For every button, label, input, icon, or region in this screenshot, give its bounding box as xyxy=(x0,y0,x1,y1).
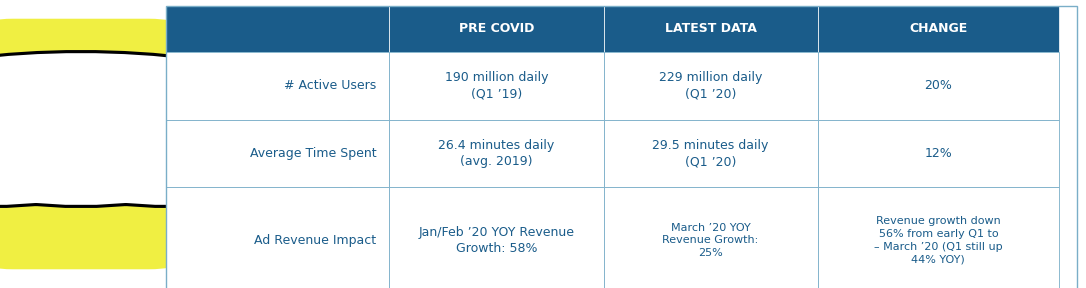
Bar xyxy=(818,6,1059,52)
Text: 26.4 minutes daily
(avg. 2019): 26.4 minutes daily (avg. 2019) xyxy=(439,139,555,168)
Bar xyxy=(166,52,390,120)
Bar xyxy=(604,120,818,187)
Text: March ’20 YOY
Revenue Growth:
25%: March ’20 YOY Revenue Growth: 25% xyxy=(662,223,759,258)
Bar xyxy=(604,187,818,288)
Bar xyxy=(604,52,818,120)
Text: PRE COVID: PRE COVID xyxy=(458,22,534,35)
Bar xyxy=(390,187,604,288)
Bar xyxy=(166,6,1077,288)
Bar xyxy=(166,6,390,52)
Bar xyxy=(818,120,1059,187)
Text: Ad Revenue Impact: Ad Revenue Impact xyxy=(254,234,377,247)
Polygon shape xyxy=(0,53,351,205)
Bar xyxy=(818,187,1059,288)
Polygon shape xyxy=(0,53,351,205)
Text: 12%: 12% xyxy=(924,147,952,160)
Text: CHANGE: CHANGE xyxy=(909,22,968,35)
Bar xyxy=(818,52,1059,120)
Text: 190 million daily
(Q1 ’19): 190 million daily (Q1 ’19) xyxy=(444,71,548,101)
Text: Revenue growth down
56% from early Q1 to
– March ’20 (Q1 still up
44% YOY): Revenue growth down 56% from early Q1 to… xyxy=(874,216,1002,265)
Bar xyxy=(166,120,390,187)
Bar xyxy=(390,52,604,120)
Bar xyxy=(390,120,604,187)
Text: # Active Users: # Active Users xyxy=(285,79,377,92)
Text: 29.5 minutes daily
(Q1 ’20): 29.5 minutes daily (Q1 ’20) xyxy=(653,139,769,168)
Text: LATEST DATA: LATEST DATA xyxy=(665,22,757,35)
Text: Average Time Spent: Average Time Spent xyxy=(250,147,377,160)
Bar xyxy=(604,6,818,52)
Text: 20%: 20% xyxy=(924,79,952,92)
Text: Jan/Feb ’20 YOY Revenue
Growth: 58%: Jan/Feb ’20 YOY Revenue Growth: 58% xyxy=(418,226,574,255)
Text: 229 million daily
(Q1 ’20): 229 million daily (Q1 ’20) xyxy=(659,71,762,101)
FancyBboxPatch shape xyxy=(0,19,176,269)
Bar xyxy=(166,187,390,288)
Bar xyxy=(390,6,604,52)
